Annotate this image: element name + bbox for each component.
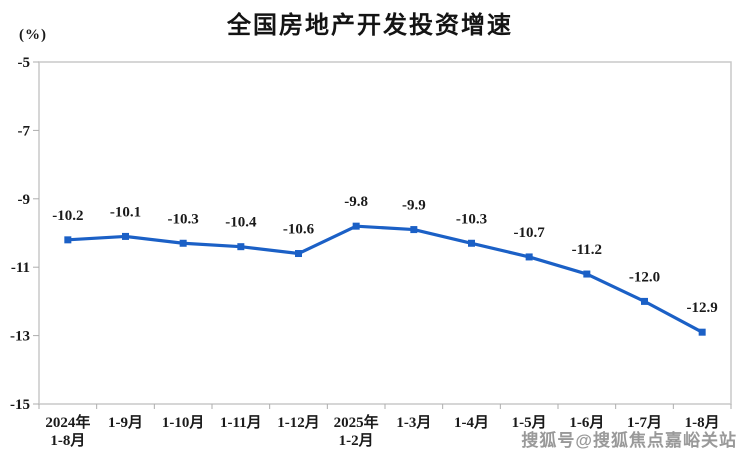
data-point-label: -9.8 (344, 194, 368, 210)
data-point-label: -10.7 (514, 225, 546, 241)
x-category-label: 1-3月 (396, 414, 431, 431)
x-category-label: 1-8月 (50, 432, 85, 449)
y-tick-label: -13 (10, 329, 30, 345)
data-point-marker (583, 270, 591, 278)
y-tick-label: -11 (11, 260, 30, 276)
data-point-label: -10.3 (168, 211, 199, 227)
x-category-label: 1-2月 (339, 432, 374, 449)
x-category-label: 1-12月 (277, 414, 320, 431)
data-point-marker (179, 239, 187, 247)
data-point-marker (237, 243, 245, 251)
x-category-label: 1-5月 (512, 414, 547, 431)
x-category-label: 1-10月 (162, 414, 205, 431)
watermark: 搜狐号@搜狐焦点嘉峪关站 (521, 431, 737, 450)
data-point-marker (352, 222, 360, 230)
plot-border (38, 61, 732, 405)
y-axis-unit-label: (%) (19, 27, 47, 43)
chart-title: 全国房地产开发投资增速 (227, 12, 513, 39)
data-point-label: -10.1 (110, 204, 141, 220)
x-category-label: 1-9月 (108, 414, 143, 431)
data-point-marker (698, 328, 706, 336)
data-point-marker (641, 297, 648, 305)
data-point-marker (64, 236, 72, 244)
data-point-label: -12.0 (629, 269, 660, 285)
y-tick-label: -9 (18, 192, 31, 208)
y-tick-label: -15 (10, 397, 30, 413)
data-point-label: -10.4 (225, 215, 257, 231)
data-point-marker (410, 226, 418, 234)
data-point-marker (468, 239, 475, 247)
data-point-label: -11.2 (572, 242, 602, 258)
data-point-label: -10.3 (456, 211, 487, 227)
x-category-label: 1-8月 (685, 414, 720, 431)
data-point-marker (122, 232, 129, 240)
data-point-label: -10.6 (283, 222, 315, 238)
x-category-label: 2024年 (45, 413, 90, 431)
x-category-label: 1-11月 (220, 414, 262, 431)
data-point-label: -10.2 (52, 208, 83, 224)
y-tick-label: -7 (18, 123, 31, 139)
x-category-label: 1-7月 (627, 414, 662, 431)
series-line (66, 224, 704, 334)
x-category-label: 1-4月 (454, 414, 489, 431)
data-point-label: -9.9 (402, 198, 426, 214)
data-point-marker (295, 250, 302, 258)
y-tick-label: -5 (18, 55, 31, 71)
x-category-label: 1-6月 (569, 414, 604, 431)
data-point-marker (525, 253, 533, 261)
x-category-label: 2025年 (334, 413, 379, 431)
data-point-label: -12.9 (687, 300, 718, 316)
